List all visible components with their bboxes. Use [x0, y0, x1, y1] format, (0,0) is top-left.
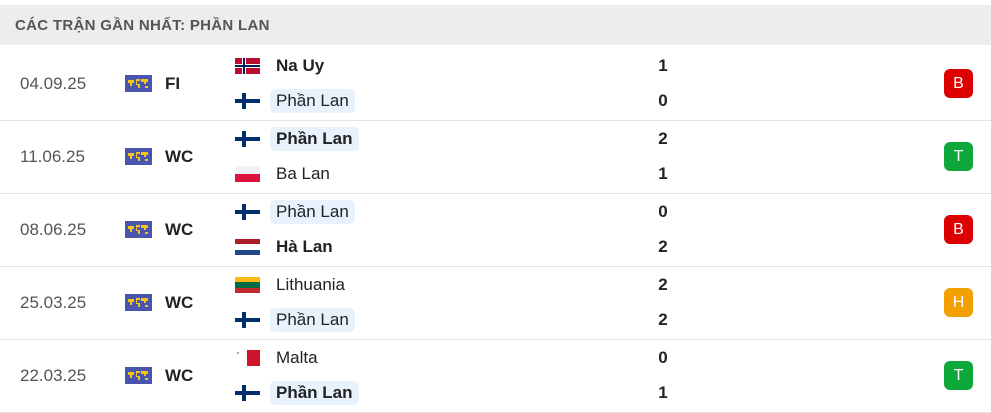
league-code[interactable]: FI [165, 74, 181, 93]
world-competition-icon [125, 294, 152, 311]
league-code[interactable]: WC [165, 293, 194, 312]
result-badge: T [944, 361, 973, 390]
lithuania-flag-icon [235, 277, 260, 293]
match-row[interactable]: 08.06.25 WC Phần Lan 0 Hà Lan 2 B [0, 194, 991, 267]
team-name[interactable]: Phần Lan [270, 127, 359, 151]
team-away[interactable]: Phần Lan [235, 307, 355, 333]
result-badge: B [944, 69, 973, 98]
match-date: 22.03.25 [20, 366, 87, 385]
team-name[interactable]: Lithuania [276, 275, 346, 294]
league-code[interactable]: WC [165, 147, 194, 166]
team-name[interactable]: Phần Lan [270, 308, 355, 332]
world-competition-icon [125, 75, 152, 92]
away-score: 0 [658, 91, 668, 110]
world-competition-icon [125, 221, 152, 238]
home-score: 1 [658, 56, 668, 75]
result-badge: T [944, 142, 973, 171]
league-code[interactable]: WC [165, 366, 194, 385]
finland-flag-icon [235, 385, 260, 401]
match-date: 08.06.25 [20, 220, 87, 239]
netherlands-flag-icon [235, 239, 260, 255]
world-competition-icon [125, 148, 152, 165]
home-score: 0 [658, 348, 668, 367]
match-row[interactable]: 04.09.25 FI Na Uy 1 Phần Lan 0 B [0, 48, 991, 121]
world-competition-icon [125, 367, 152, 384]
team-away[interactable]: Hà Lan [235, 234, 339, 260]
home-score: 2 [658, 129, 668, 148]
team-name[interactable]: Na Uy [276, 56, 325, 75]
team-home[interactable]: Na Uy [235, 53, 330, 79]
malta-flag-icon [235, 350, 260, 366]
team-name[interactable]: Ba Lan [276, 164, 330, 183]
team-away[interactable]: Ba Lan [235, 161, 336, 187]
team-name[interactable]: Phần Lan [270, 89, 355, 113]
away-score: 1 [658, 164, 668, 183]
match-row[interactable]: 11.06.25 WC Phần Lan 2 Ba Lan 1 T [0, 121, 991, 194]
team-name[interactable]: Hà Lan [276, 237, 333, 256]
team-home[interactable]: Lithuania [235, 272, 351, 298]
match-date: 11.06.25 [20, 147, 85, 166]
finland-flag-icon [235, 93, 260, 109]
result-badge: H [944, 288, 973, 317]
league-code[interactable]: WC [165, 220, 194, 239]
finland-flag-icon [235, 204, 260, 220]
match-row[interactable]: 25.03.25 WC Lithuania 2 Phần Lan 2 H [0, 267, 991, 340]
team-name[interactable]: Phần Lan [270, 200, 355, 224]
team-home[interactable]: Phần Lan [235, 199, 355, 225]
team-name[interactable]: Malta [276, 348, 318, 367]
result-badge: B [944, 215, 973, 244]
away-score: 1 [658, 383, 668, 402]
section-header: CÁC TRẬN GẦN NHẤT: PHẦN LAN [0, 5, 991, 45]
match-date: 25.03.25 [20, 293, 87, 312]
section-title: CÁC TRẬN GẦN NHẤT: PHẦN LAN [15, 16, 270, 34]
away-score: 2 [658, 310, 668, 329]
poland-flag-icon [235, 166, 260, 182]
finland-flag-icon [235, 131, 260, 147]
team-away[interactable]: Phần Lan [235, 88, 355, 114]
match-date: 04.09.25 [20, 74, 87, 93]
home-score: 0 [658, 202, 668, 221]
team-home[interactable]: Phần Lan [235, 126, 359, 152]
team-away[interactable]: Phần Lan [235, 380, 359, 406]
finland-flag-icon [235, 312, 260, 328]
home-score: 2 [658, 275, 668, 294]
team-home[interactable]: Malta [235, 345, 324, 371]
team-name[interactable]: Phần Lan [270, 381, 359, 405]
match-row[interactable]: 22.03.25 WC Malta 0 Phần Lan 1 T [0, 340, 991, 413]
norway-flag-icon [235, 58, 260, 74]
away-score: 2 [658, 237, 668, 256]
